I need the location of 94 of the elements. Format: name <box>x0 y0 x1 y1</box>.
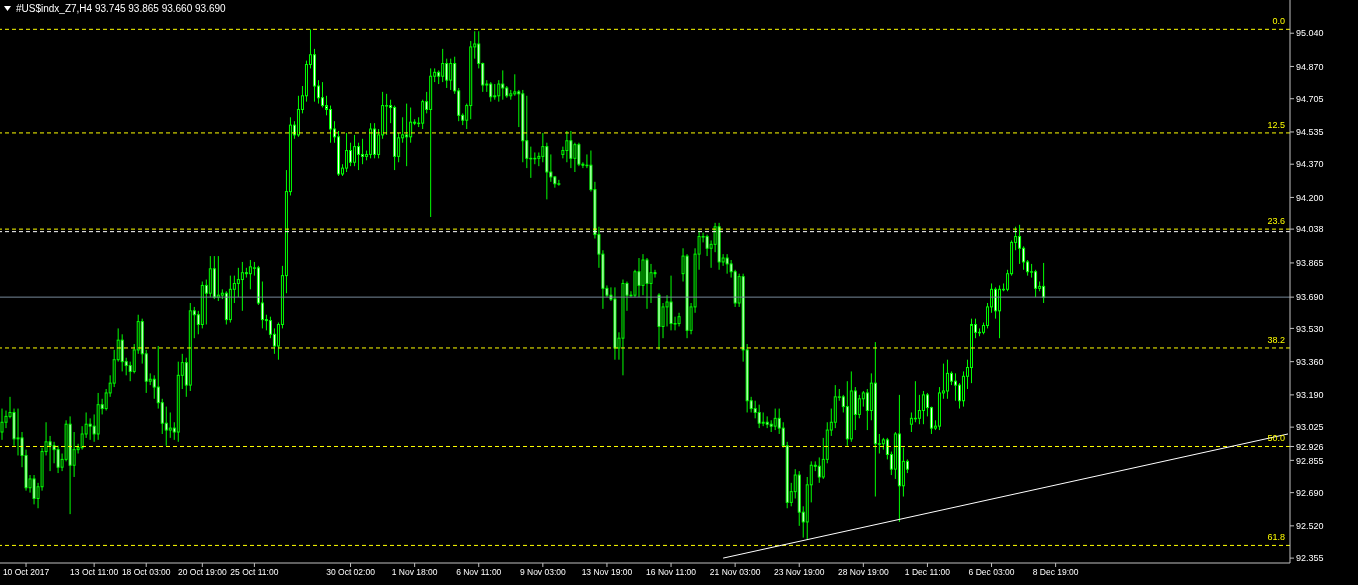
y-tick-label: 92.355 <box>1296 553 1324 564</box>
y-tick-label: 92.520 <box>1296 521 1324 532</box>
annotation: 12.5 <box>1267 119 1285 130</box>
candlestick <box>152 374 156 400</box>
y-tick-label: 93.190 <box>1296 390 1324 401</box>
candlestick <box>773 408 777 431</box>
candlestick <box>497 79 501 103</box>
candlestick <box>236 267 240 298</box>
x-tick-label: 8 Dec 19:00 <box>1032 567 1079 578</box>
y-tick-label: 94.705 <box>1296 93 1324 104</box>
x-tick-label: 25 Oct 11:00 <box>230 567 279 578</box>
x-tick-label: 1 Nov 18:00 <box>391 567 438 578</box>
x-tick-label: 20 Oct 19:00 <box>177 567 227 578</box>
candlestick <box>32 474 36 505</box>
candlestick <box>649 263 653 304</box>
candlestick <box>329 105 333 144</box>
y-tick-label: 94.535 <box>1296 127 1324 138</box>
candlestick <box>757 404 761 429</box>
candlestick <box>921 390 925 425</box>
candlestick <box>945 359 949 400</box>
y-tick-label: 93.360 <box>1296 356 1324 367</box>
y-tick-label: 93.690 <box>1296 292 1324 303</box>
y-tick-label: 92.690 <box>1296 487 1324 498</box>
candlestick <box>248 259 252 290</box>
y-tick-label: 92.855 <box>1296 455 1324 466</box>
candlestick <box>164 406 168 447</box>
candlestick <box>557 179 561 187</box>
x-tick-label: 13 Oct 11:00 <box>70 567 119 578</box>
x-tick-label: 6 Dec 03:00 <box>968 567 1015 578</box>
candlestick <box>909 411 913 433</box>
x-tick-label: 18 Oct 03:00 <box>121 567 171 578</box>
candlestick <box>385 93 389 136</box>
candlestick <box>817 456 821 484</box>
y-tick-label: 94.038 <box>1296 224 1324 235</box>
annotation: 61.8 <box>1267 532 1285 543</box>
candlestick <box>501 69 505 101</box>
x-tick-label: 9 Nov 03:00 <box>519 567 567 578</box>
annotation: 50.0 <box>1267 433 1285 444</box>
x-tick-label: 23 Nov 19:00 <box>773 567 825 578</box>
candlestick <box>525 95 529 169</box>
candlestick <box>449 58 453 91</box>
candlestick <box>361 138 365 165</box>
candlestick <box>48 435 52 472</box>
candlestick <box>441 48 445 83</box>
candlestick <box>569 130 573 169</box>
y-tick-label: 92.926 <box>1296 441 1324 452</box>
annotation: 23.6 <box>1267 216 1285 227</box>
candlestick <box>357 142 361 171</box>
annotation: 38.2 <box>1267 334 1285 345</box>
y-tick-label: 93.530 <box>1296 323 1324 334</box>
candlestick <box>725 253 729 275</box>
y-tick-label: 94.200 <box>1296 192 1324 203</box>
candlestick <box>345 132 349 173</box>
candlestick <box>573 142 577 173</box>
y-tick-label: 95.040 <box>1296 28 1324 39</box>
candlestick <box>349 142 353 167</box>
y-tick-label: 94.370 <box>1296 159 1324 170</box>
candlestick <box>168 411 172 439</box>
candlestick <box>88 417 92 441</box>
candlestick <box>953 372 957 402</box>
candlestick <box>120 333 124 372</box>
x-tick-label: 28 Nov 19:00 <box>838 567 889 578</box>
x-tick-label: 10 Oct 2017 <box>2 567 50 578</box>
y-tick-label: 93.025 <box>1296 422 1324 433</box>
candlestick <box>421 99 425 130</box>
candlestick <box>445 58 449 89</box>
candlestick <box>405 103 409 167</box>
x-tick-label: 13 Nov 19:00 <box>581 567 633 578</box>
candlestick <box>56 445 60 474</box>
x-tick-label: 30 Oct 02:00 <box>326 567 376 578</box>
y-tick-label: 93.865 <box>1296 258 1324 269</box>
chart-title: #US$indx_Z7,H4 93.745 93.865 93.660 93.690 <box>16 3 226 14</box>
y-tick-label: 94.870 <box>1296 61 1324 72</box>
candlestick <box>645 257 649 310</box>
candlestick <box>857 394 861 419</box>
x-tick-label: 1 Dec 11:00 <box>904 567 951 578</box>
candlestick <box>637 257 641 298</box>
x-tick-label: 21 Nov 03:00 <box>709 567 761 578</box>
candlestick <box>994 286 998 320</box>
candlestick <box>917 394 921 425</box>
candlestick <box>353 134 357 167</box>
candlestick <box>321 81 324 109</box>
candlestick <box>565 130 569 163</box>
candlestick <box>489 81 493 103</box>
candlestick <box>998 284 1002 339</box>
x-tick-label: 6 Nov 11:00 <box>456 567 502 578</box>
candlestick <box>513 73 517 97</box>
candlestick <box>669 275 673 331</box>
candlestick <box>1034 269 1038 298</box>
x-tick-label: 16 Nov 11:00 <box>646 567 697 578</box>
candlestick <box>16 408 20 456</box>
annotation: 0.0 <box>1272 16 1285 27</box>
candlestick <box>409 107 413 144</box>
candlestick <box>240 261 244 312</box>
